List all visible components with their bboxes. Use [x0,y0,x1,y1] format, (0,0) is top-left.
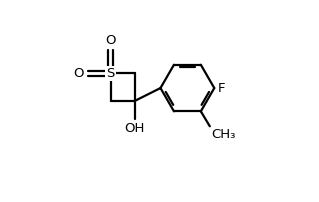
Text: O: O [106,34,116,47]
Text: F: F [218,82,225,95]
Text: OH: OH [124,122,145,135]
Text: S: S [107,67,115,80]
Text: CH₃: CH₃ [211,128,235,141]
Text: O: O [74,67,84,80]
